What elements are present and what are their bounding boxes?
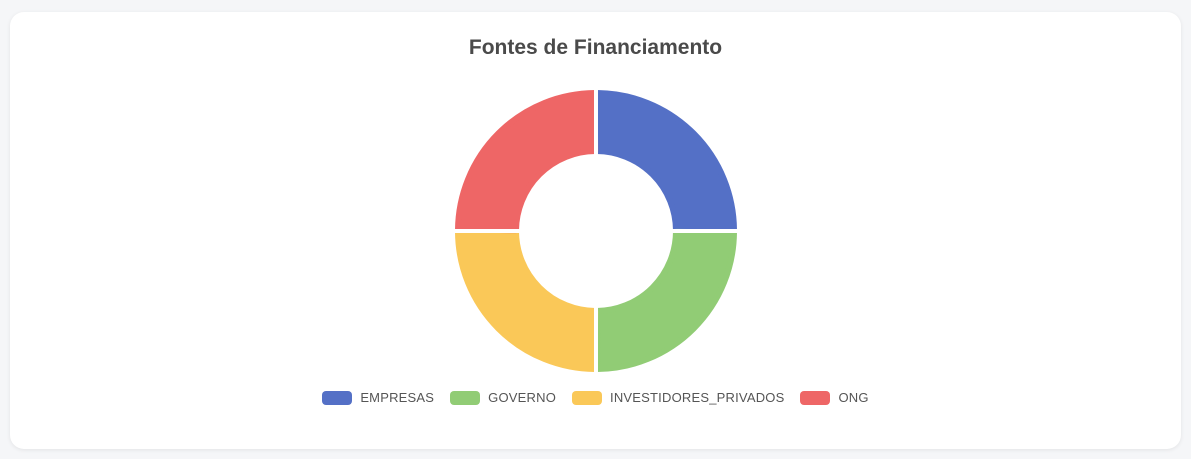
legend-label-governo: GOVERNO bbox=[488, 390, 557, 405]
chart-legend: EMPRESAS GOVERNO INVESTIDORES_PRIVADOS O… bbox=[10, 390, 1181, 405]
legend-swatch-ong bbox=[800, 390, 831, 405]
legend-swatch-governo bbox=[450, 390, 481, 405]
donut-chart bbox=[454, 89, 738, 373]
legend-swatch-empresas bbox=[322, 390, 353, 405]
chart-card: Fontes de Financiamento EMPRESAS GOVERNO… bbox=[10, 12, 1181, 449]
legend-label-investidores-privados: INVESTIDORES_PRIVADOS bbox=[610, 390, 785, 405]
donut-slice-ong[interactable] bbox=[455, 90, 599, 234]
legend-label-ong: ONG bbox=[838, 390, 869, 405]
donut-slices bbox=[454, 89, 738, 373]
legend-item-governo[interactable]: GOVERNO bbox=[450, 390, 556, 405]
donut-slice-empresas[interactable] bbox=[593, 90, 737, 234]
legend-label-empresas: EMPRESAS bbox=[360, 390, 435, 405]
legend-item-investidores-privados[interactable]: INVESTIDORES_PRIVADOS bbox=[572, 390, 784, 405]
donut-slice-investidores-privados[interactable] bbox=[455, 228, 599, 372]
legend-item-ong[interactable]: ONG bbox=[800, 390, 868, 405]
legend-swatch-investidores-privados bbox=[572, 390, 603, 405]
donut-slice-governo[interactable] bbox=[593, 228, 737, 372]
legend-item-empresas[interactable]: EMPRESAS bbox=[322, 390, 434, 405]
chart-title: Fontes de Financiamento bbox=[468, 36, 723, 59]
